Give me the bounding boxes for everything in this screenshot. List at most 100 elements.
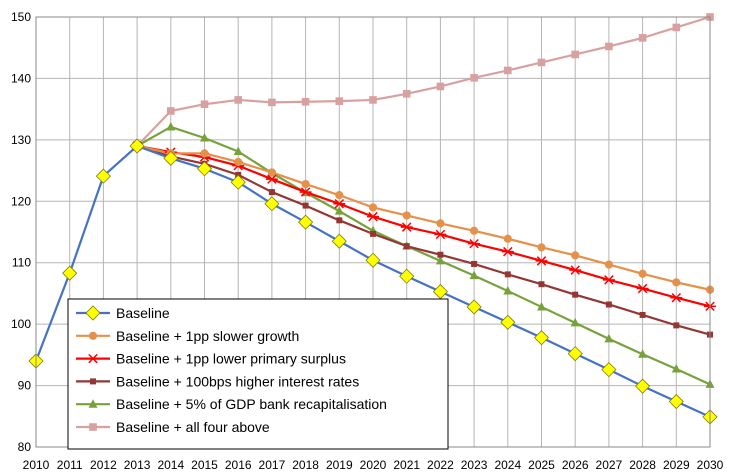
data-point-series-4: [403, 243, 410, 250]
y-tick-label: 80: [18, 440, 32, 454]
legend: Baseline Baseline + 1pp slower growth Base…: [67, 298, 449, 450]
data-point-series-4: [336, 217, 343, 224]
data-point-series-1: [62, 265, 78, 281]
data-point-series-5: [604, 333, 614, 343]
x-tick-label: 2016: [225, 458, 252, 472]
legend-label: Baseline: [116, 305, 170, 321]
data-point-series-1: [163, 150, 179, 166]
data-point-series-6: [335, 97, 344, 105]
data-point-series-6: [605, 42, 613, 51]
data-point-series-2: [638, 269, 647, 278]
data-point-series-2: [436, 219, 445, 228]
x-tick-label: 2010: [23, 458, 50, 472]
data-point-series-5: [570, 317, 580, 327]
x-tick-label: 2021: [393, 458, 420, 472]
data-point-series-1: [601, 362, 617, 378]
data-point-series-3: [265, 174, 278, 184]
data-point-series-1: [129, 138, 145, 154]
data-point-series-3: [636, 283, 649, 294]
legend-entry-3: Baseline + 1pp lower primary surplus: [76, 351, 346, 367]
data-point-series-6: [369, 96, 377, 104]
legend-label: Baseline + 1pp lower primary surplus: [116, 351, 346, 367]
x-tick-label: 2014: [157, 458, 184, 472]
y-tick-label: 130: [11, 133, 31, 147]
x-tick-label: 2015: [191, 458, 218, 472]
legend-label: Baseline + 1pp slower growth: [116, 328, 299, 344]
data-point-series-5: [435, 255, 445, 265]
y-tick-label: 110: [12, 256, 31, 270]
data-point-series-3: [333, 199, 346, 209]
data-point-series-4: [268, 189, 275, 196]
data-point-series-2: [368, 203, 378, 212]
x-tick-label: 2026: [562, 458, 589, 472]
legend-swatch-marker: [85, 305, 101, 321]
legend-swatch-marker: [87, 353, 99, 364]
data-point-series-5: [671, 363, 681, 373]
legend-label: Baseline + all four above: [116, 419, 270, 435]
data-point-series-4: [572, 291, 579, 298]
data-point-series-1: [95, 168, 111, 184]
data-point-series-5: [469, 270, 479, 280]
data-point-series-1: [196, 161, 213, 177]
x-tick-label: 2022: [427, 458, 454, 472]
data-point-series-6: [402, 89, 411, 98]
data-point-series-5: [334, 206, 344, 215]
x-tick-label: 2017: [259, 458, 286, 472]
data-point-series-6: [268, 98, 276, 107]
series-line-5: [136, 125, 711, 386]
data-point-series-6: [234, 96, 242, 104]
series-markers: [28, 13, 718, 425]
data-point-series-6: [571, 50, 579, 59]
data-point-series-4: [504, 271, 511, 278]
data-point-series-3: [535, 256, 548, 266]
data-point-series-3: [569, 265, 582, 275]
data-point-series-2: [267, 168, 276, 177]
y-tick-label: 90: [18, 379, 32, 393]
data-point-series-5: [166, 121, 176, 131]
x-tick-label: 2011: [57, 458, 83, 472]
data-point-series-3: [670, 292, 683, 303]
legend-entry-4: Baseline + 100bps higher interest rates: [76, 373, 359, 389]
legend-label: Baseline + 100bps higher interest rates: [116, 373, 359, 389]
y-tick-label: 100: [11, 317, 31, 331]
data-point-series-4: [639, 311, 646, 318]
data-point-series-1: [298, 214, 314, 230]
legend-swatch-marker: [88, 331, 98, 340]
data-point-series-3: [367, 211, 379, 222]
data-point-series-2: [503, 234, 512, 243]
data-point-series-2: [402, 211, 411, 220]
data-point-series-1: [365, 252, 381, 268]
data-point-series-3: [434, 229, 447, 240]
x-tick-label: 2019: [326, 458, 353, 472]
data-point-series-1: [567, 346, 583, 362]
data-point-series-6: [638, 34, 647, 42]
data-point-series-3: [602, 275, 615, 285]
data-point-series-5: [200, 133, 209, 142]
data-point-series-2: [571, 251, 580, 260]
data-point-series-4: [538, 281, 545, 288]
data-point-series-3: [501, 246, 514, 257]
x-tick-label: 2012: [90, 458, 117, 472]
x-tick-label: 2029: [663, 458, 690, 472]
x-tick-label: 2023: [461, 458, 488, 472]
y-tick-label: 120: [11, 194, 31, 208]
data-point-series-6: [167, 107, 175, 115]
data-point-series-4: [471, 260, 478, 267]
x-tick-label: 2028: [629, 458, 656, 472]
x-tick-label: 2025: [528, 458, 555, 472]
x-tick-label: 2020: [360, 458, 387, 472]
data-point-series-6: [470, 74, 478, 82]
data-point-series-1: [331, 233, 347, 249]
data-point-series-4: [605, 301, 612, 308]
legend-swatch-marker: [90, 378, 96, 385]
legend-entry-5: Baseline + 5% of GDP bank recapitalisati…: [76, 396, 387, 412]
data-point-series-4: [437, 251, 444, 258]
data-point-series-5: [233, 146, 243, 156]
data-point-series-1: [635, 378, 651, 394]
data-point-series-6: [504, 66, 512, 75]
data-point-series-2: [672, 278, 681, 287]
x-tick-label: 2018: [292, 458, 319, 472]
data-point-series-2: [537, 243, 546, 252]
y-tick-label: 140: [11, 71, 31, 85]
data-point-series-1: [500, 314, 516, 330]
